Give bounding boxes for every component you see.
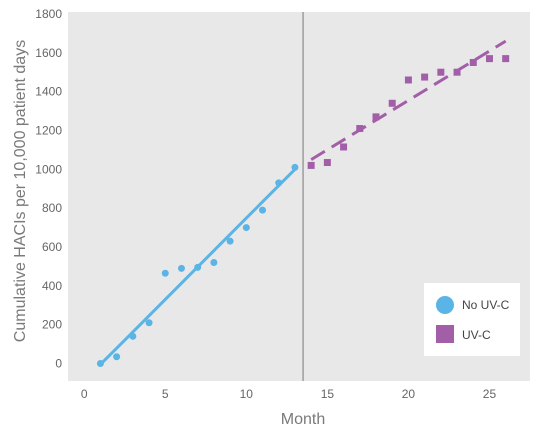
data-point: [307, 161, 315, 169]
x-tick-label: 5: [162, 387, 169, 401]
data-point: [177, 264, 185, 272]
y-tick-label: 400: [42, 279, 62, 293]
y-tick-label: 1800: [35, 7, 62, 21]
data-point: [96, 360, 104, 368]
y-axis-title: Cumulative HACIs per 10,000 patient days: [12, 40, 29, 342]
data-point: [437, 68, 445, 76]
data-point: [226, 237, 234, 245]
y-tick-label: 800: [42, 201, 62, 215]
legend-box: [424, 283, 520, 356]
x-tick-label: 0: [81, 387, 88, 401]
data-point: [485, 55, 493, 63]
data-point: [145, 319, 153, 327]
legend-marker-no-uvc: [436, 296, 454, 314]
legend-marker-uvc: [436, 325, 454, 343]
data-point: [421, 73, 429, 81]
data-point: [323, 159, 331, 167]
y-tick-label: 1400: [35, 85, 62, 99]
x-tick-label: 15: [321, 387, 335, 401]
data-point: [388, 99, 396, 107]
x-axis-title: Month: [281, 411, 325, 428]
y-tick-label: 1000: [35, 162, 62, 176]
data-point: [161, 269, 169, 277]
y-tick-label: 600: [42, 240, 62, 254]
trendline: [310, 39, 507, 161]
legend-label-no-uvc: No UV-C: [462, 298, 510, 312]
y-tick-label: 200: [42, 318, 62, 332]
data-point: [404, 76, 412, 84]
data-point: [291, 163, 299, 171]
data-point: [275, 179, 283, 187]
y-tick-label: 1200: [35, 123, 62, 137]
data-point: [356, 125, 364, 133]
y-tick-label: 1600: [35, 46, 62, 60]
data-point: [242, 224, 250, 232]
data-point: [259, 206, 267, 214]
y-tick-label: 0: [55, 357, 62, 371]
legend: No UV-C UV-C: [424, 283, 520, 356]
data-point: [194, 263, 202, 271]
x-tick-label: 25: [483, 387, 497, 401]
data-point: [502, 55, 510, 63]
x-tick-label: 20: [402, 387, 416, 401]
data-point: [453, 68, 461, 76]
data-point: [129, 332, 137, 340]
data-point: [340, 143, 348, 151]
data-point: [372, 113, 380, 121]
data-point: [210, 259, 218, 267]
x-tick-label: 10: [240, 387, 254, 401]
data-point: [469, 58, 477, 66]
legend-label-uvc: UV-C: [462, 328, 491, 342]
data-point: [113, 353, 121, 361]
